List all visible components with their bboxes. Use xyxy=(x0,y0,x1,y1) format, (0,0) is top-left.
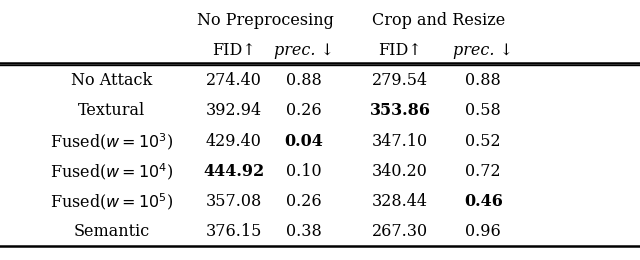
Text: 0.96: 0.96 xyxy=(465,223,501,241)
Text: 0.52: 0.52 xyxy=(465,133,501,150)
Text: FID↑: FID↑ xyxy=(212,42,255,59)
Text: 357.08: 357.08 xyxy=(205,193,262,210)
Text: 444.92: 444.92 xyxy=(203,163,264,180)
Text: 267.30: 267.30 xyxy=(372,223,428,241)
Text: 0.72: 0.72 xyxy=(465,163,501,180)
Text: 279.54: 279.54 xyxy=(372,72,428,89)
Text: prec. ↓: prec. ↓ xyxy=(453,42,513,59)
Text: 392.94: 392.94 xyxy=(205,102,262,120)
Text: 0.46: 0.46 xyxy=(464,193,502,210)
Text: prec. ↓: prec. ↓ xyxy=(274,42,334,59)
Text: FID↑: FID↑ xyxy=(378,42,422,59)
Text: Semantic: Semantic xyxy=(74,223,150,241)
Text: Fused($w = 10^4$): Fused($w = 10^4$) xyxy=(51,161,173,182)
Text: No Preprocesing: No Preprocesing xyxy=(197,12,334,29)
Text: 0.04: 0.04 xyxy=(285,133,323,150)
Text: 274.40: 274.40 xyxy=(205,72,262,89)
Text: Textural: Textural xyxy=(78,102,146,120)
Text: 429.40: 429.40 xyxy=(205,133,262,150)
Text: Fused($w = 10^3$): Fused($w = 10^3$) xyxy=(51,131,173,152)
Text: 376.15: 376.15 xyxy=(205,223,262,241)
Text: 353.86: 353.86 xyxy=(369,102,431,120)
Text: 0.38: 0.38 xyxy=(286,223,322,241)
Text: 0.58: 0.58 xyxy=(465,102,501,120)
Text: 328.44: 328.44 xyxy=(372,193,428,210)
Text: 0.88: 0.88 xyxy=(286,72,322,89)
Text: 0.26: 0.26 xyxy=(286,102,322,120)
Text: No Attack: No Attack xyxy=(72,72,152,89)
Text: 340.20: 340.20 xyxy=(372,163,428,180)
Text: 0.26: 0.26 xyxy=(286,193,322,210)
Text: Crop and Resize: Crop and Resize xyxy=(372,12,505,29)
Text: 0.88: 0.88 xyxy=(465,72,501,89)
Text: 347.10: 347.10 xyxy=(372,133,428,150)
Text: Fused($w = 10^5$): Fused($w = 10^5$) xyxy=(51,191,173,212)
Text: 0.10: 0.10 xyxy=(286,163,322,180)
